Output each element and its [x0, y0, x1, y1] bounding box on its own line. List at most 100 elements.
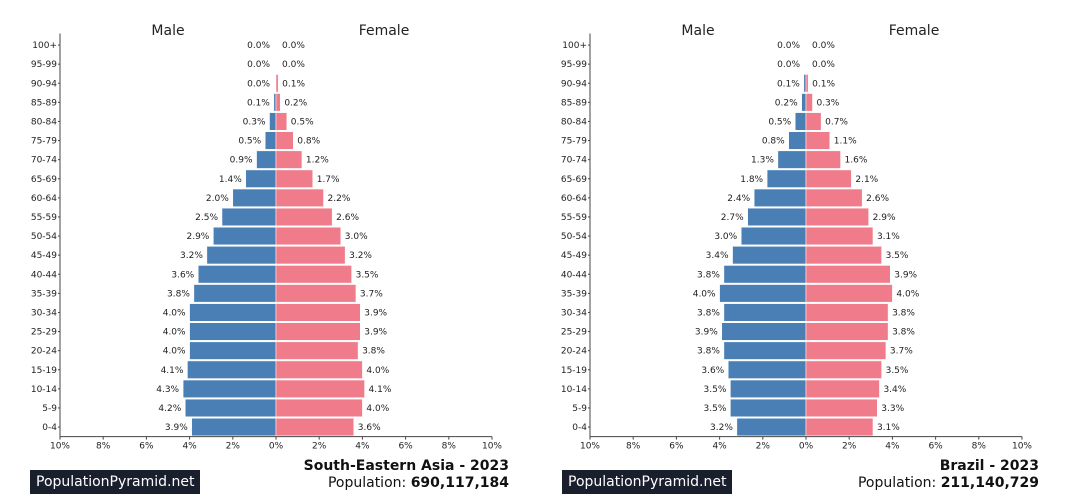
x-tick-label: 0% [799, 442, 814, 452]
female-bar [275, 322, 361, 341]
age-group-label: 85-89 [561, 98, 587, 108]
age-group-label: 60-64 [561, 194, 587, 204]
male-header: Male [681, 23, 714, 39]
female-value-label: 0.1% [282, 79, 305, 89]
male-value-label: 1.3% [751, 156, 774, 166]
male-bar [269, 112, 277, 131]
population-label: Population: [857, 475, 937, 491]
female-bar [805, 112, 822, 131]
male-bar [777, 150, 807, 169]
female-value-label: 3.8% [892, 328, 915, 338]
male-bar [189, 322, 277, 341]
x-tick-label: 2% [756, 442, 771, 452]
male-bar [221, 207, 277, 226]
female-value-label: 3.7% [890, 347, 913, 357]
age-group-label: 20-24 [561, 347, 587, 357]
x-tick-label: 6% [398, 442, 413, 452]
female-bar [275, 379, 365, 398]
female-bar [805, 150, 841, 169]
male-value-label: 0.0% [247, 41, 270, 51]
male-bar [723, 341, 807, 360]
female-bar [805, 93, 813, 112]
female-bar [275, 341, 359, 360]
male-value-label: 3.8% [167, 289, 190, 299]
female-value-label: 3.4% [883, 385, 906, 395]
female-bar [805, 341, 887, 360]
male-value-label: 1.8% [740, 175, 763, 185]
female-bar [275, 265, 352, 284]
female-value-label: 0.3% [816, 98, 839, 108]
female-value-label: 3.7% [360, 289, 383, 299]
x-tick-label: 4% [885, 442, 900, 452]
female-value-label: 0.5% [291, 117, 314, 127]
population-value: 211,140,729 [940, 475, 1039, 491]
female-bar [275, 188, 324, 207]
male-value-label: 0.5% [768, 117, 791, 127]
age-group-label: 90-94 [561, 79, 587, 89]
age-group-label: 20-24 [31, 347, 57, 357]
age-group-label: 5-9 [42, 404, 57, 414]
male-bar [730, 398, 807, 417]
brand-label[interactable]: PopulationPyramid.net [562, 470, 733, 494]
male-bar [766, 169, 807, 188]
male-bar [732, 246, 807, 265]
age-group-label: 35-39 [561, 289, 587, 299]
male-value-label: 4.0% [163, 347, 186, 357]
male-value-label: 3.8% [697, 347, 720, 357]
female-header: Female [889, 23, 940, 39]
female-value-label: 2.6% [336, 213, 359, 223]
age-group-label: 25-29 [561, 328, 587, 338]
male-bar [747, 207, 807, 226]
female-value-label: 2.1% [855, 175, 878, 185]
male-value-label: 4.3% [156, 385, 179, 395]
male-value-label: 0.0% [777, 60, 800, 70]
female-bar [805, 169, 852, 188]
female-value-label: 3.9% [894, 270, 917, 280]
x-tick-label: 2% [226, 442, 241, 452]
male-bar [788, 131, 807, 150]
female-value-label: 3.8% [362, 347, 385, 357]
x-tick-label: 2% [842, 442, 857, 452]
female-value-label: 1.6% [845, 156, 868, 166]
female-value-label: 2.6% [866, 194, 889, 204]
age-group-label: 60-64 [31, 194, 57, 204]
brand-label[interactable]: PopulationPyramid.net [30, 470, 201, 494]
chart-title: South-Eastern Asia - 2023 [303, 458, 509, 474]
male-header: Male [151, 23, 184, 39]
male-value-label: 3.5% [704, 385, 727, 395]
population-line: Population: 211,140,729 [858, 475, 1039, 492]
female-value-label: 1.1% [834, 137, 857, 147]
female-bar [275, 207, 333, 226]
age-group-label: 95-99 [31, 60, 57, 70]
female-bar [805, 303, 889, 322]
female-value-label: 2.2% [328, 194, 351, 204]
female-value-label: 3.6% [358, 423, 381, 433]
female-bar [275, 150, 303, 169]
age-group-label: 100+ [32, 41, 57, 51]
age-group-label: 15-19 [31, 366, 57, 376]
male-bar [245, 169, 277, 188]
female-bar [805, 322, 889, 341]
male-bar [794, 112, 807, 131]
female-value-label: 0.0% [812, 41, 835, 51]
female-bar [805, 284, 893, 303]
female-bar [805, 265, 891, 284]
age-group-label: 75-79 [31, 137, 57, 147]
female-bar [805, 207, 869, 226]
female-value-label: 0.1% [812, 79, 835, 89]
male-bar [264, 131, 277, 150]
male-bar [191, 418, 277, 437]
age-group-label: 40-44 [561, 270, 587, 280]
x-tick-label: 10% [50, 442, 70, 452]
age-group-label: 95-99 [561, 60, 587, 70]
male-value-label: 3.4% [706, 251, 729, 261]
female-value-label: 3.1% [877, 423, 900, 433]
female-value-label: 3.5% [886, 251, 909, 261]
female-bar [275, 284, 357, 303]
male-value-label: 0.2% [775, 98, 798, 108]
female-value-label: 2.9% [873, 213, 896, 223]
age-group-label: 90-94 [31, 79, 57, 89]
male-value-label: 1.4% [219, 175, 242, 185]
x-tick-label: 8% [626, 442, 641, 452]
x-tick-label: 8% [96, 442, 111, 452]
